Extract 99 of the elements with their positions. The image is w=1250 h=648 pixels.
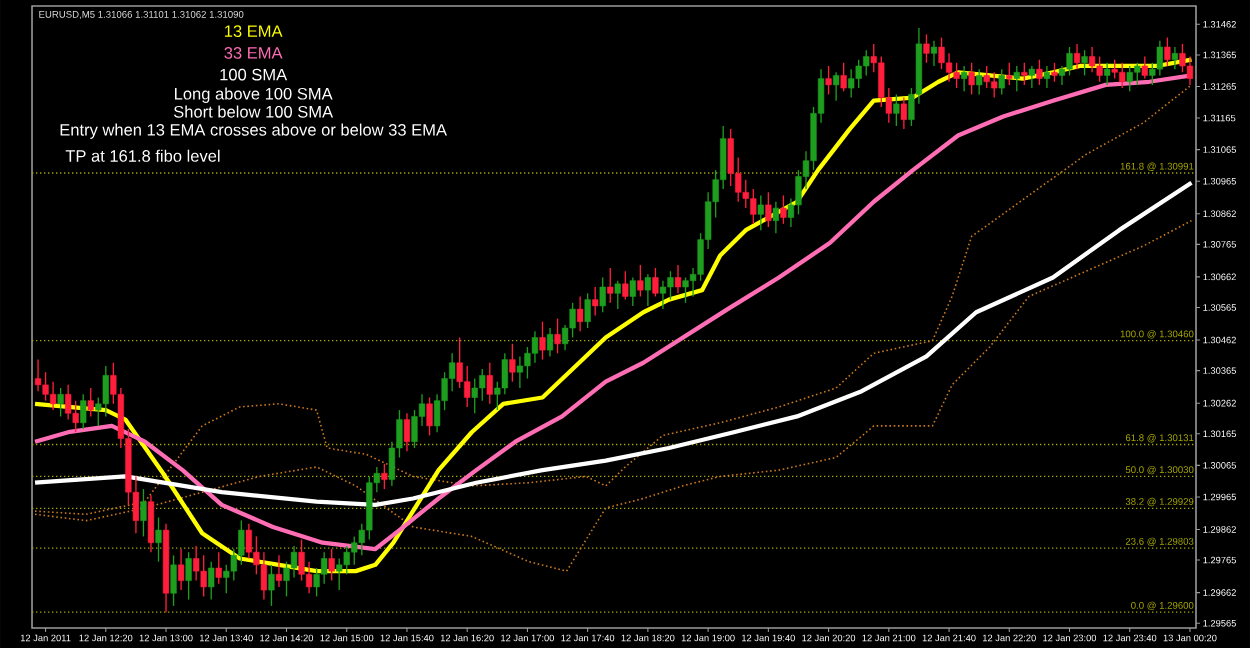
candlestick bbox=[659, 280, 667, 310]
candlestick bbox=[238, 519, 245, 566]
candlestick bbox=[275, 554, 283, 588]
candlestick bbox=[554, 317, 561, 354]
candlestick bbox=[200, 554, 207, 598]
candlestick bbox=[1119, 62, 1126, 89]
candlestick bbox=[584, 292, 591, 329]
annotation: Long above 100 SMA bbox=[175, 87, 333, 103]
candlestick bbox=[1081, 49, 1088, 77]
candlestick bbox=[1156, 40, 1163, 77]
candlestick bbox=[1051, 62, 1058, 83]
candlestick bbox=[998, 68, 1005, 96]
candlestick bbox=[1021, 62, 1028, 86]
candlestick bbox=[208, 561, 215, 601]
candlestick bbox=[622, 270, 629, 301]
candlestick bbox=[1164, 36, 1171, 67]
candlestick bbox=[840, 62, 847, 92]
candlestick bbox=[1134, 62, 1141, 86]
candlestick bbox=[607, 267, 614, 304]
candlestick bbox=[750, 188, 757, 225]
candlestick bbox=[1171, 46, 1179, 70]
candlestick bbox=[403, 412, 411, 452]
candlestick bbox=[426, 396, 433, 437]
candlestick bbox=[49, 381, 57, 411]
candlestick bbox=[576, 295, 584, 332]
candlestick bbox=[599, 276, 606, 313]
candlestick bbox=[923, 33, 930, 64]
candlestick bbox=[780, 194, 787, 225]
candlestick bbox=[177, 548, 185, 591]
candlestick bbox=[147, 494, 155, 553]
annotation: TP at 161.8 fibo level bbox=[65, 149, 220, 162]
candlestick bbox=[328, 548, 335, 582]
candlestick bbox=[960, 65, 968, 92]
candlestick bbox=[991, 71, 998, 99]
candlestick bbox=[667, 270, 674, 301]
candlestick bbox=[945, 52, 953, 83]
candlestick bbox=[1073, 43, 1081, 70]
candlestick bbox=[772, 201, 779, 234]
candlestick bbox=[1036, 59, 1043, 86]
candlestick bbox=[155, 516, 162, 563]
text: 33 EMA bbox=[224, 47, 283, 59]
candlestick bbox=[682, 276, 689, 304]
candlestick bbox=[546, 327, 554, 358]
candlestick bbox=[1126, 65, 1133, 92]
candlestick bbox=[464, 365, 471, 408]
candlestick bbox=[516, 355, 524, 389]
candlestick bbox=[976, 68, 983, 96]
candlestick bbox=[968, 62, 975, 96]
candlestick bbox=[614, 280, 621, 310]
candlestick bbox=[629, 276, 636, 307]
candlestick bbox=[215, 551, 222, 585]
candlestick bbox=[674, 264, 682, 294]
candlestick bbox=[321, 551, 328, 585]
candlestick bbox=[757, 194, 764, 231]
candlestick bbox=[900, 96, 907, 130]
candlestick bbox=[80, 393, 87, 430]
candlestick bbox=[983, 65, 990, 89]
candlestick bbox=[381, 463, 388, 490]
candlestick bbox=[479, 368, 486, 402]
line-series bbox=[32, 180, 1194, 507]
candlestick bbox=[863, 49, 870, 77]
candlestick bbox=[102, 365, 109, 418]
candlestick bbox=[848, 68, 855, 99]
candlestick bbox=[509, 343, 516, 383]
candlestick bbox=[644, 273, 652, 307]
candlestick bbox=[170, 554, 177, 607]
candlestick bbox=[1096, 55, 1103, 83]
candlestick bbox=[539, 321, 546, 361]
candlestick bbox=[652, 267, 659, 298]
candlestick bbox=[930, 40, 938, 67]
text: 13 EMA bbox=[225, 25, 283, 37]
candlestick bbox=[592, 286, 599, 317]
candlestick bbox=[832, 71, 840, 102]
candlestick bbox=[1066, 46, 1073, 77]
candlestick bbox=[825, 65, 832, 96]
candlestick bbox=[140, 488, 147, 538]
candlestick bbox=[57, 387, 64, 418]
candlestick bbox=[1028, 65, 1035, 89]
annotation: Short below 100 SMA bbox=[173, 105, 334, 118]
candlestick bbox=[893, 93, 900, 127]
candlestick bbox=[1104, 62, 1111, 86]
candlestick bbox=[1006, 62, 1013, 86]
candlestick bbox=[245, 523, 252, 560]
candlestick bbox=[1111, 59, 1118, 80]
candlestick bbox=[268, 564, 275, 607]
candlestick bbox=[87, 387, 94, 418]
candlestick bbox=[366, 475, 373, 541]
candlestick bbox=[471, 377, 478, 414]
candlestick bbox=[1013, 65, 1020, 92]
candlestick bbox=[185, 551, 192, 601]
candlestick bbox=[290, 545, 298, 579]
text: 100 SMA bbox=[220, 68, 288, 81]
candlestick bbox=[637, 264, 644, 298]
annotation: Entry when 13 EMA crosses above or below 33 EMA bbox=[60, 123, 447, 139]
candlestick bbox=[1141, 55, 1148, 80]
candlestick bbox=[486, 362, 493, 405]
candlestick bbox=[1043, 65, 1051, 89]
candlestick bbox=[727, 128, 734, 187]
candlestick bbox=[765, 191, 772, 228]
